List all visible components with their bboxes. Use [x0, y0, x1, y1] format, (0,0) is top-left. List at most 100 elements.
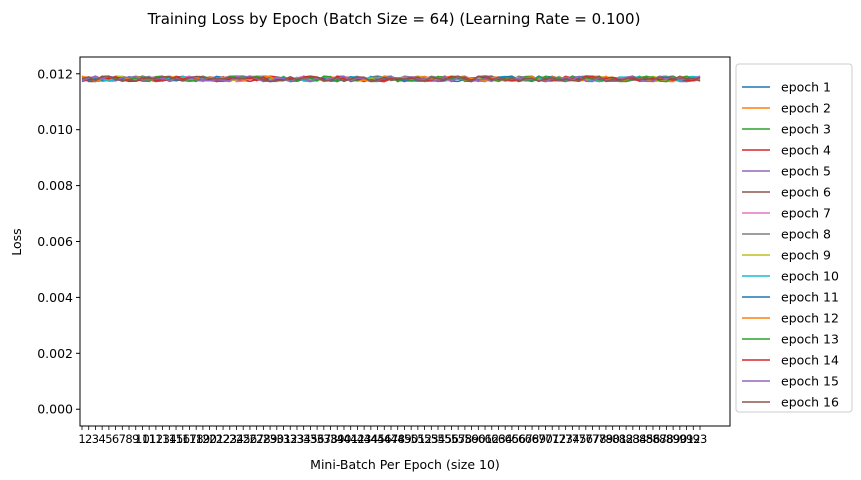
- x-tick-label: 91: [679, 432, 694, 446]
- legend: epoch 1 epoch 2 epoch 3 epoch 4 epoch 5 epoch…: [735, 63, 853, 413]
- x-tick-label: 15: [169, 432, 184, 446]
- legend-entry-label: epoch 9: [781, 248, 831, 263]
- y-tick-label: 0.000: [37, 402, 73, 417]
- series-line-epoch-16: [81, 75, 701, 83]
- x-tick-label: 65: [505, 432, 520, 446]
- x-tick-label: 18: [189, 432, 204, 446]
- x-tick-label: 7: [119, 432, 126, 446]
- x-tick-label: 57: [451, 432, 466, 446]
- x-tick-label: 66: [511, 432, 526, 446]
- x-tick-label: 21: [209, 432, 224, 446]
- x-tick-label: 13: [155, 432, 170, 446]
- x-tick-label: 35: [303, 432, 318, 446]
- legend-entry-label: epoch 3: [781, 122, 831, 137]
- x-tick-label: 79: [599, 432, 614, 446]
- x-tick-label: 85: [639, 432, 654, 446]
- x-tick-label: 19: [196, 432, 211, 446]
- x-tick-label: 69: [531, 432, 546, 446]
- x-tick-label: 16: [175, 432, 190, 446]
- legend-entry-label: epoch 7: [781, 206, 831, 221]
- x-tick-label: 93: [693, 432, 708, 446]
- x-tick-label: 25: [236, 432, 251, 446]
- x-tick-label: 78: [592, 432, 607, 446]
- legend-entry-label: epoch 11: [781, 290, 839, 305]
- legend-entry-label: epoch 2: [781, 101, 831, 116]
- y-axis: 0.000 0.002 0.004 0.006 0.008 0.010 0.012: [37, 66, 80, 417]
- legend-entry-label: epoch 15: [781, 374, 839, 389]
- x-tick-label: 63: [491, 432, 506, 446]
- x-tick-label: 1: [78, 432, 85, 446]
- x-tick-label: 89: [666, 432, 681, 446]
- x-tick-label: 31: [276, 432, 291, 446]
- y-tick-label: 0.004: [37, 290, 73, 305]
- x-tick-label: 73: [558, 432, 573, 446]
- x-tick-label: 62: [484, 432, 499, 446]
- x-tick-label: 59: [464, 432, 479, 446]
- chart-title: Training Loss by Epoch (Batch Size = 64)…: [147, 10, 641, 28]
- x-tick-label: 30: [269, 432, 284, 446]
- legend-entry-label: epoch 16: [781, 395, 839, 410]
- x-tick-label: 20: [202, 432, 217, 446]
- x-tick-label: 3: [92, 432, 99, 446]
- x-tick-label: 47: [384, 432, 399, 446]
- legend-entry-label: epoch 12: [781, 311, 839, 326]
- x-tick-label: 12: [149, 432, 164, 446]
- x-tick-label: 27: [249, 432, 264, 446]
- x-tick-label: 39: [330, 432, 345, 446]
- x-tick-label: 24: [229, 432, 244, 446]
- x-tick-label: 83: [626, 432, 641, 446]
- x-tick-label: 48: [390, 432, 405, 446]
- x-tick-label: 53: [424, 432, 439, 446]
- x-tick-label: 43: [357, 432, 372, 446]
- x-tick-label: 70: [538, 432, 553, 446]
- legend-entry-label: epoch 6: [781, 185, 831, 200]
- x-tick-label: 80: [605, 432, 620, 446]
- x-tick-label: 32: [283, 432, 298, 446]
- x-tick-label: 34: [296, 432, 311, 446]
- x-tick-label: 72: [552, 432, 567, 446]
- legend-entry-label: epoch 13: [781, 332, 839, 347]
- y-tick-label: 0.012: [37, 66, 73, 81]
- x-tick-label: 46: [377, 432, 392, 446]
- x-tick-label: 41: [343, 432, 358, 446]
- x-tick-label: 86: [646, 432, 661, 446]
- x-tick-label: 76: [578, 432, 593, 446]
- legend-entry-label: epoch 8: [781, 227, 831, 242]
- legend-entry-label: epoch 5: [781, 164, 831, 179]
- x-tick-label: 58: [458, 432, 473, 446]
- x-tick-label: 54: [431, 432, 446, 446]
- series-line-epoch-14: [81, 75, 701, 83]
- y-tick-label: 0.010: [37, 122, 73, 137]
- x-tick-label: 75: [572, 432, 587, 446]
- x-tick-label: 17: [182, 432, 197, 446]
- x-tick-label: 49: [397, 432, 412, 446]
- x-tick-label: 23: [222, 432, 237, 446]
- x-tick-label: 55: [437, 432, 452, 446]
- x-tick-label: 87: [652, 432, 667, 446]
- legend-entry-label: epoch 1: [781, 80, 831, 95]
- legend-entry-label: epoch 14: [781, 353, 839, 368]
- y-axis-label: Loss: [9, 228, 24, 255]
- x-tick-label: 42: [350, 432, 365, 446]
- y-tick-label: 0.002: [37, 346, 73, 361]
- x-axis: 1 2 3 4 5 6 7 8 91011121314151617181920212223242…: [78, 426, 707, 446]
- x-tick-label: 44: [364, 432, 379, 446]
- legend-box: [735, 63, 853, 413]
- x-tick-label: 10: [135, 432, 150, 446]
- x-tick-label: 50: [404, 432, 419, 446]
- x-axis-label: Mini-Batch Per Epoch (size 10): [310, 457, 500, 472]
- y-tick-label: 0.008: [37, 178, 73, 193]
- x-tick-label: 84: [632, 432, 647, 446]
- x-tick-label: 56: [444, 432, 459, 446]
- x-tick-label: 45: [370, 432, 385, 446]
- x-tick-label: 40: [337, 432, 352, 446]
- x-tick-label: 26: [243, 432, 258, 446]
- x-tick-label: 38: [323, 432, 338, 446]
- x-tick-label: 74: [565, 432, 580, 446]
- x-tick-label: 22: [216, 432, 231, 446]
- x-tick-label: 11: [142, 432, 157, 446]
- x-tick-label: 6: [112, 432, 119, 446]
- plot-frame: [79, 56, 731, 427]
- x-tick-label: 67: [518, 432, 533, 446]
